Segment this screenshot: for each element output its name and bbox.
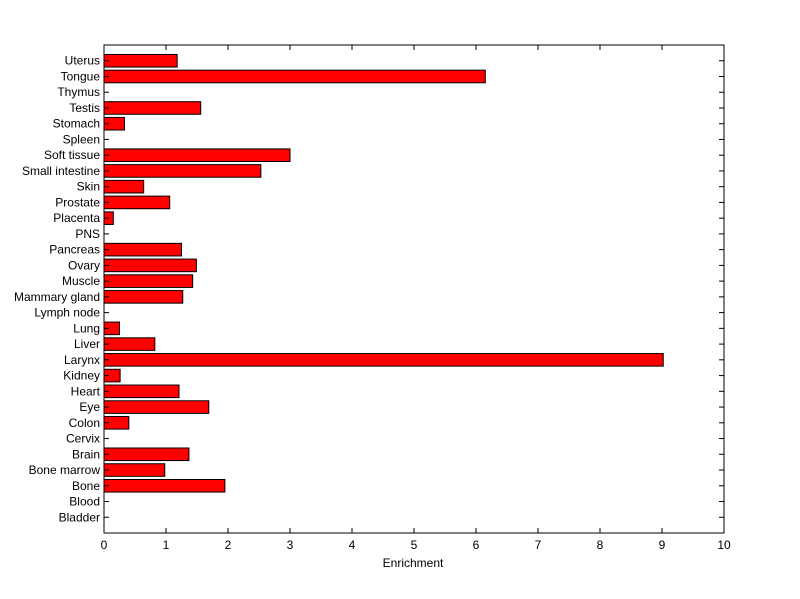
bar-brain <box>103 447 190 462</box>
bar-bone-marrow <box>103 463 166 477</box>
x-axis-label: Enrichment <box>383 556 444 570</box>
bar-tongue <box>103 69 486 84</box>
y-tick-label: Brain <box>72 447 100 461</box>
y-tick-label: Heart <box>71 384 101 398</box>
bar-skin <box>103 179 145 194</box>
y-tick-label: Liver <box>74 337 100 351</box>
y-tick-label: Placenta <box>53 211 100 225</box>
y-tick-label: Eye <box>79 400 100 414</box>
y-tick-label: Bone marrow <box>29 463 101 477</box>
y-tick-label: Bone <box>72 479 100 493</box>
bar-muscle <box>103 274 194 288</box>
x-tick-label: 8 <box>597 538 604 552</box>
plot-frame <box>103 44 725 534</box>
x-tick-label: 5 <box>411 538 418 552</box>
y-tick-label: Spleen <box>63 132 100 146</box>
bar-eye <box>103 400 210 414</box>
x-tick-label: 1 <box>163 538 170 552</box>
y-tick-label: Thymus <box>57 85 100 99</box>
y-tick-label: Skin <box>77 180 100 194</box>
bar-ovary <box>103 258 197 273</box>
y-tick-label: Uterus <box>65 54 100 68</box>
y-tick-label: Stomach <box>53 117 100 131</box>
y-tick-label: Soft tissue <box>44 148 100 162</box>
y-tick-label: Mammary gland <box>14 290 100 304</box>
y-tick-label: Kidney <box>63 369 100 383</box>
bar-liver <box>103 337 156 351</box>
y-tick-label: Ovary <box>68 258 100 272</box>
bar-soft-tissue <box>103 148 291 162</box>
y-tick-label: Tongue <box>61 69 101 83</box>
bar-pancreas <box>103 242 182 257</box>
x-tick-label: 0 <box>101 538 108 552</box>
x-tick-label: 9 <box>659 538 666 552</box>
bar-larynx <box>103 353 664 367</box>
y-tick-label: Pancreas <box>49 243 100 257</box>
y-tick-label: Cervix <box>66 432 100 446</box>
y-tick-label: Muscle <box>62 274 100 288</box>
bar-small-intestine <box>103 164 262 178</box>
bar-prostate <box>103 195 171 210</box>
bar-mammary-gland <box>103 290 184 304</box>
y-tick-label: Larynx <box>64 353 100 367</box>
x-tick-label: 6 <box>473 538 480 552</box>
x-tick-label: 2 <box>225 538 232 552</box>
bar-uterus <box>103 53 178 68</box>
x-tick-label: 7 <box>535 538 542 552</box>
bar-bone <box>103 478 226 493</box>
bar-testis <box>103 101 202 115</box>
x-tick-label: 3 <box>287 538 294 552</box>
y-tick-label: Lung <box>73 321 100 335</box>
y-tick-label: PNS <box>75 227 100 241</box>
x-tick-label: 10 <box>717 538 731 552</box>
y-tick-label: Lymph node <box>34 306 100 320</box>
y-tick-label: Colon <box>69 416 100 430</box>
y-tick-label: Testis <box>69 101 100 115</box>
y-tick-label: Blood <box>69 495 100 509</box>
y-tick-label: Small intestine <box>22 164 100 178</box>
y-tick-label: Prostate <box>55 195 100 209</box>
x-tick-label: 4 <box>349 538 356 552</box>
plot-area <box>104 45 724 533</box>
bar-heart <box>103 384 180 399</box>
y-tick-label: Bladder <box>59 510 100 524</box>
